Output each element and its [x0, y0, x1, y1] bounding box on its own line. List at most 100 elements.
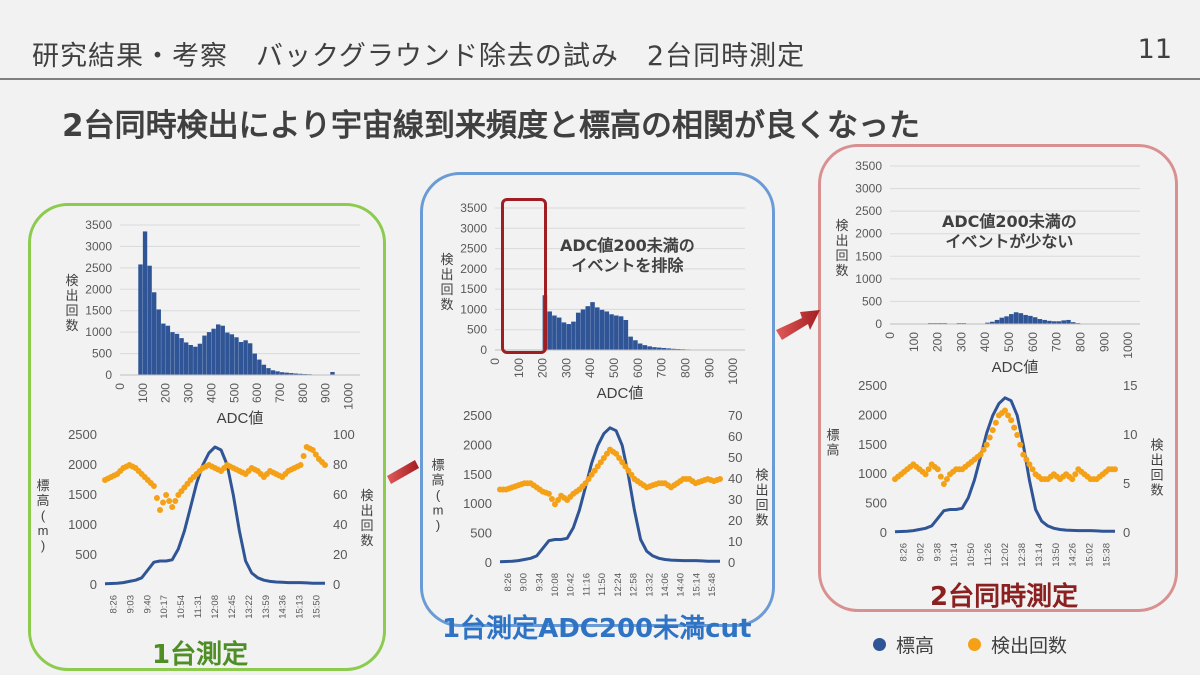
- y-axis-title-char: 高: [826, 443, 839, 458]
- y-tick-label: 500: [467, 323, 487, 337]
- y2-tick-label: 10: [1123, 427, 1137, 442]
- count-point: [150, 483, 157, 489]
- cut-callout-line1: ADC値200未満の: [560, 236, 695, 255]
- histogram-single: 0 500 1000 1500 2000 2500 3000 3500 0 100 200 300 40…: [65, 218, 360, 427]
- x-tick-label: 11:16: [581, 573, 592, 596]
- count-point: [1020, 451, 1027, 458]
- y-axis-title-char: m: [433, 503, 444, 518]
- y-tick-label: 3000: [85, 239, 112, 253]
- x-tick-label: 10:08: [550, 573, 561, 597]
- time-series-single: 0 500 1000 1500 2000 2500 0 20 40 60 80 100 8:26 9:03…: [36, 427, 373, 619]
- count-point: [1112, 466, 1118, 473]
- x-tick-label: 13:50: [1051, 543, 1062, 567]
- count-point: [937, 473, 944, 480]
- y2-tick-label: 20: [728, 513, 742, 528]
- histogram-bar: [575, 312, 581, 350]
- y-axis-title-char: 数: [65, 318, 78, 333]
- x-tick-label: 15:14: [691, 573, 702, 597]
- histogram-bar: [561, 322, 567, 350]
- y2-tick-label: 0: [333, 577, 340, 592]
- histogram-bar: [142, 231, 148, 375]
- x-tick-label: 900: [702, 358, 716, 378]
- arrow-left-to-middle-icon: [387, 460, 419, 484]
- count-point: [622, 463, 629, 470]
- count-point: [1029, 466, 1036, 473]
- count-point: [597, 459, 604, 466]
- count-point: [616, 455, 623, 461]
- histogram-bar: [170, 332, 175, 375]
- y-axis-title-char: 高: [431, 473, 444, 488]
- count-point: [322, 462, 328, 468]
- histogram-bar: [675, 348, 681, 350]
- histogram-bar: [656, 347, 662, 350]
- x-tick-label: 600: [250, 383, 264, 403]
- y-tick-label: 2500: [858, 378, 887, 393]
- y-axis-title-char: 高: [36, 493, 49, 508]
- y-axis-title-char: (: [436, 488, 441, 503]
- x-tick-label: 11:26: [983, 543, 994, 566]
- y-axis-title-char: 標: [431, 458, 444, 473]
- x-tick-label: 600: [1026, 332, 1040, 352]
- y-axis-title: 検出回数: [65, 273, 78, 333]
- count-point: [1017, 441, 1024, 448]
- histogram-bar: [1047, 320, 1052, 324]
- x-tick-label: 13:14: [1034, 543, 1045, 567]
- x-tick-label: 100: [512, 358, 526, 378]
- y-tick-label: 2000: [85, 282, 112, 296]
- x-tick-label: 10:42: [566, 573, 577, 597]
- histogram-bar: [614, 315, 619, 350]
- y-tick-label: 1500: [85, 304, 112, 318]
- histogram-bar: [184, 342, 189, 375]
- x-tick-label: 15:38: [1102, 543, 1113, 567]
- y2-axis-title: 検出回数: [360, 488, 373, 548]
- x-tick-label: 500: [227, 383, 241, 403]
- histogram-bar: [604, 311, 610, 350]
- x-tick-label: 14:26: [1068, 543, 1079, 567]
- count-point: [940, 481, 947, 487]
- histogram-bar: [547, 311, 552, 350]
- slide-header: 研究結果・考察 バックグラウンド除去の試み 2台同時測定 11: [0, 0, 1200, 80]
- count-point: [613, 450, 620, 457]
- count-point: [1011, 424, 1018, 431]
- y2-tick-label: 10: [728, 534, 742, 549]
- x-axis-title: ADC値: [597, 385, 644, 402]
- histogram-bar: [220, 325, 225, 375]
- y-axis-title-char: (: [41, 508, 46, 523]
- x-tick-label: 8:26: [108, 595, 119, 614]
- count-point: [717, 476, 723, 482]
- y-tick-label: 2000: [460, 262, 487, 276]
- histogram-bar: [618, 316, 624, 350]
- histogram-bar: [1028, 315, 1033, 324]
- x-tick-label: 900: [1097, 332, 1111, 352]
- x-tick-label: 300: [559, 358, 573, 378]
- x-tick-label: 9:34: [534, 573, 545, 592]
- y-tick-label: 1000: [463, 496, 492, 511]
- y2-axis-title-char: 回: [360, 518, 373, 533]
- x-tick-label: 600: [631, 358, 645, 378]
- count-point: [1014, 432, 1021, 438]
- count-point: [980, 446, 987, 453]
- histogram-bar: [193, 346, 198, 375]
- count-point: [591, 467, 598, 474]
- histogram-bar: [609, 314, 614, 350]
- x-tick-label: 500: [607, 358, 621, 378]
- x-tick-label: 12:38: [1017, 543, 1028, 567]
- histogram-bar: [595, 307, 600, 350]
- altitude-line: [499, 426, 720, 564]
- count-point: [1008, 417, 1015, 424]
- x-tick-label: 9:02: [915, 543, 926, 562]
- histogram-bar: [243, 340, 248, 375]
- count-point: [619, 459, 626, 466]
- x-tick-label: 700: [655, 358, 669, 378]
- cut-measurement-label: 1台測定ADC200未満cut: [442, 614, 752, 644]
- count-point: [625, 467, 632, 474]
- x-tick-label: 15:02: [1085, 543, 1096, 567]
- count-point: [1069, 476, 1076, 483]
- histogram-bar: [637, 343, 643, 350]
- y2-axis-title-char: 数: [1150, 483, 1163, 498]
- count-point: [309, 447, 316, 453]
- y-tick-label: 2000: [858, 407, 887, 422]
- y2-axis-title-char: 出: [755, 483, 768, 498]
- x-tick-label: 400: [583, 358, 597, 378]
- x-tick-label: 13:22: [244, 595, 255, 619]
